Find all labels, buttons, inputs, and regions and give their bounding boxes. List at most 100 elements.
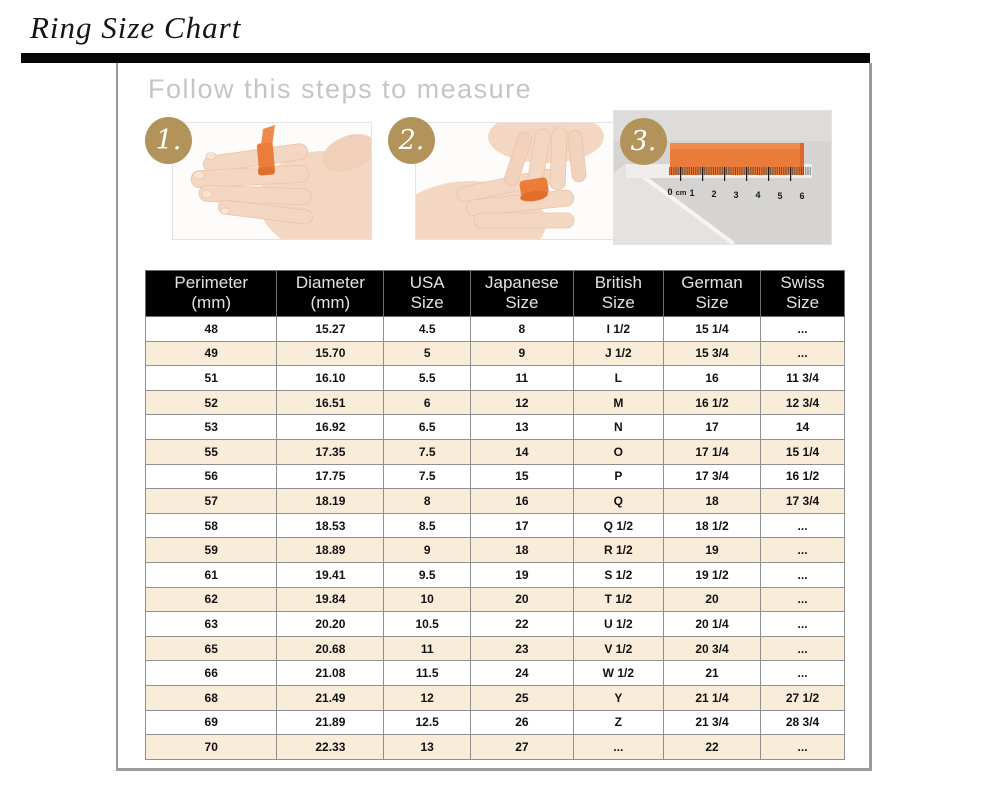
table-cell: Y — [572, 684, 664, 711]
table-cell: 20.68 — [276, 635, 385, 662]
table-cell: 6.5 — [383, 414, 472, 440]
table-row: 65 20.68 11 23 V 1/2 20 3/4... — [144, 635, 845, 662]
table-cell: 20 — [662, 586, 762, 613]
table-cell: 9.5 — [383, 561, 472, 588]
table-cell: 25 — [470, 684, 574, 711]
table-cell: 65 — [144, 635, 278, 662]
table-cell: ... — [572, 734, 664, 760]
table-cell: 22 — [662, 734, 762, 760]
table-cell: ... — [760, 734, 845, 760]
table-cell: 17 — [470, 512, 574, 539]
step1-number-badge: 1. — [145, 117, 192, 164]
table-cell: 8.5 — [383, 512, 472, 539]
table-cell: 59 — [144, 537, 278, 563]
column-header-line2: (mm) — [191, 293, 232, 312]
column-header-line1: USA — [409, 273, 445, 292]
ruler-label-4: 4 — [755, 190, 760, 200]
table-cell: 11 — [383, 635, 472, 662]
step3-number-badge: 3. — [620, 118, 667, 165]
table-cell: 15 3/4 — [662, 340, 762, 367]
ruler-label-3: 3 — [733, 190, 738, 200]
table-row: 53 16.92 6.5 13 N 17 14 — [144, 414, 845, 440]
table-cell: 12 3/4 — [760, 389, 845, 416]
steps-heading: Follow this steps to measure — [148, 74, 533, 104]
table-cell: 16 1/2 — [662, 389, 762, 416]
ruler-label-cm: cm — [676, 188, 687, 197]
ruler-label-6: 6 — [799, 191, 804, 201]
table-cell: 13 — [383, 734, 472, 760]
table-cell: 18.89 — [276, 537, 385, 563]
table-cell: 12 — [470, 389, 574, 416]
table-cell: S 1/2 — [572, 561, 664, 588]
table-cell: 15 1/4 — [760, 438, 845, 465]
column-header-line2: (mm) — [310, 293, 351, 312]
table-cell: ... — [760, 340, 845, 367]
marking-tape-illustration — [396, 111, 614, 265]
table-cell: Q — [572, 488, 664, 514]
table-cell: ... — [760, 611, 845, 637]
table-cell: 20 1/4 — [662, 611, 762, 637]
table-cell: 7.5 — [383, 463, 472, 490]
table-cell: 11 3/4 — [760, 365, 845, 391]
column-header-line2: Size — [505, 293, 539, 312]
column-header-line2: Size — [410, 293, 444, 312]
table-cell: 17.75 — [276, 463, 385, 490]
table-cell: 15.27 — [276, 316, 385, 342]
step2-number: 2. — [398, 125, 425, 156]
table-cell: 52 — [144, 389, 278, 416]
table-row: 52 16.51 6 12 M 16 1/2 12 3/4 — [144, 389, 845, 416]
column-header-line1: Swiss — [780, 273, 825, 292]
table-cell: 11.5 — [383, 660, 472, 686]
table-row: 62 19.84 10 20 T 1/2 20... — [144, 586, 845, 613]
column-header-line1: German — [681, 273, 743, 292]
table-cell: 19.41 — [276, 561, 385, 588]
table-cell: O — [572, 438, 664, 465]
table-cell: 15 1/4 — [662, 316, 762, 342]
table-cell: 15.70 — [276, 340, 385, 367]
table-cell: 4.5 — [383, 316, 472, 342]
table-cell: 21 — [662, 660, 762, 686]
step2-photo — [396, 111, 615, 265]
table-cell: 27 — [470, 734, 574, 760]
table-cell: 20 3/4 — [662, 635, 762, 662]
ruler-label-0: 0 — [667, 187, 672, 197]
table-cell: 17 1/4 — [662, 438, 762, 465]
table-cell: 12.5 — [383, 709, 472, 736]
table-cell: ... — [760, 512, 845, 539]
column-header: Perimeter (mm) — [144, 270, 278, 317]
step3-number: 3. — [630, 126, 657, 157]
table-cell: 69 — [144, 709, 278, 736]
table-cell: ... — [760, 635, 845, 662]
table-row: 58 18.53 8.5 17 Q 1/2 18 1/2... — [144, 512, 845, 539]
table-cell: 10 — [383, 586, 472, 613]
table-cell: 12 — [383, 684, 472, 711]
table-cell: 8 — [470, 316, 574, 342]
table-cell: 16 — [662, 365, 762, 391]
table-cell: 21.89 — [276, 709, 385, 736]
table-cell: ... — [760, 316, 845, 342]
table-cell: 66 — [144, 660, 278, 686]
column-header-line2: Size — [601, 293, 635, 312]
step2-number-badge: 2. — [388, 117, 435, 164]
table-body: 48 15.27 4.5 8 I 1/2 15 1/4... 49 15.70 5 9 J 1/2 1… — [144, 316, 845, 760]
column-header-line1: British — [594, 273, 642, 292]
title-divider-bar — [21, 53, 870, 63]
ruler-label-1: 1 — [689, 188, 694, 198]
table-cell: 13 — [470, 414, 574, 440]
table-cell: 27 1/2 — [760, 684, 845, 711]
table-cell: 57 — [144, 488, 278, 514]
table-header: Perimeter (mm) Diameter (mm) USA Size Japanese… — [144, 270, 845, 317]
table-row: 68 21.49 12 25 Y 21 1/4 27 1/2 — [144, 684, 845, 711]
table-row: 55 17.35 7.5 14 O 17 1/4 15 1/4 — [144, 438, 845, 465]
table-cell: ... — [760, 561, 845, 588]
table-cell: 26 — [470, 709, 574, 736]
table-row: 69 21.89 12.5 26 Z 21 3/4 28 3/4 — [144, 709, 845, 736]
table-row: 51 16.10 5.5 11 L 16 11 3/4 — [144, 365, 845, 391]
table-cell: 22.33 — [276, 734, 385, 760]
table-cell: 5.5 — [383, 365, 472, 391]
table-cell: 48 — [144, 316, 278, 342]
table-header-row: Perimeter (mm) Diameter (mm) USA Size Japanese… — [144, 270, 845, 317]
table-cell: R 1/2 — [572, 537, 664, 563]
table-cell: 8 — [383, 488, 472, 514]
column-header-line1: Perimeter — [174, 273, 249, 292]
